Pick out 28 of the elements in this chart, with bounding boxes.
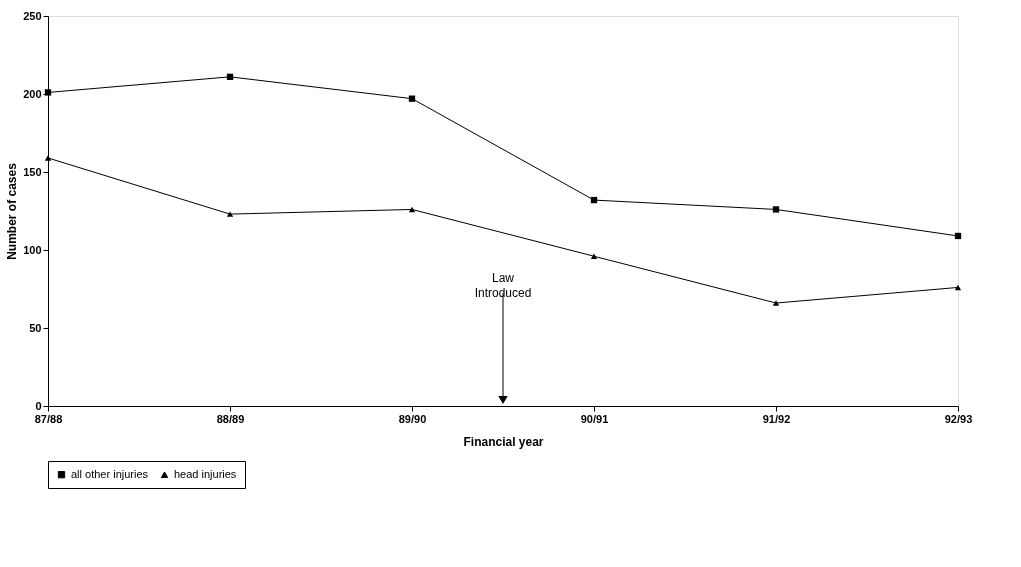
x-tick-label: 89/90 (398, 412, 427, 425)
point (590, 196, 598, 204)
point (954, 232, 962, 240)
y-tick-label: 250 (23, 9, 42, 22)
y-tick-label: 50 (29, 321, 42, 334)
point (226, 211, 234, 217)
y-tick-label: 150 (23, 165, 42, 178)
annotation: Law Introduced (474, 271, 532, 301)
y-axis-title: Number of cases (5, 162, 20, 260)
point (772, 300, 780, 306)
point (772, 206, 780, 213)
point (408, 95, 416, 102)
x-axis-title: Financial year (463, 434, 544, 449)
x-tick-label: 90/91 (580, 412, 609, 425)
point (590, 253, 598, 259)
y-tick-label: 0 (35, 399, 42, 412)
point (226, 73, 234, 80)
y-tick-label: 200 (23, 87, 42, 100)
point (408, 206, 416, 213)
point (954, 284, 962, 291)
x-tick-label: 87/88 (34, 412, 63, 425)
legend-label: head injuries (174, 467, 237, 480)
point (44, 155, 52, 161)
x-tick-label: 92/93 (944, 412, 973, 425)
legend-label: all other injuries (71, 467, 149, 480)
x-tick-label: 88/89 (216, 412, 245, 425)
x-tick-label: 91/92 (762, 412, 791, 425)
y-tick-label: 100 (23, 243, 42, 256)
